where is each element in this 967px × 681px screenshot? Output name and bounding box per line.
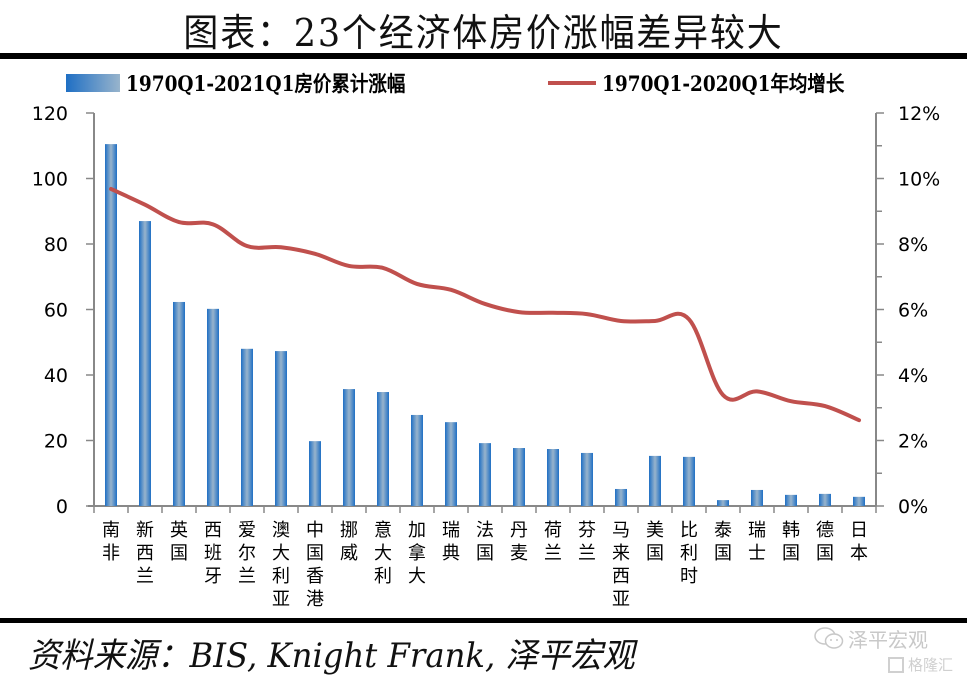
category-label: 法国 [476,520,494,564]
chart-title: 图表：23个经济体房价涨幅差异较大 [183,11,784,55]
left-tick-label: 40 [44,365,68,387]
bar [819,493,831,506]
legend-line-swatch [548,81,596,85]
category-label: 芬兰 [578,520,596,564]
right-tick-label: 6% [898,300,928,322]
right-tick-label: 10% [898,169,940,191]
bar [853,496,865,506]
bar [343,389,355,506]
left-tick-label: 20 [44,431,68,453]
category-label: 荷兰 [544,520,562,564]
category-label: 英国 [170,520,188,564]
category-labels: 南非新西兰英国西班牙爱尔兰澳大利亚中国香港挪威意大利加拿大瑞典法国丹麦荷兰芬兰马… [102,520,868,610]
source-note: 资料来源：BIS, Knight Frank, 泽平宏观 [28,636,635,676]
watermark: 泽平宏观 格隆汇 [808,622,967,680]
bar [173,301,185,506]
category-label: 马来西亚 [612,520,630,610]
bar [649,455,661,506]
bar [445,422,457,506]
bar [547,449,559,506]
bottom-divider [0,618,967,623]
top-divider [0,53,967,59]
bar [377,392,389,506]
category-label: 澳大利亚 [272,520,290,610]
category-label: 比利时 [680,520,698,587]
category-label: 丹麦 [510,520,528,564]
bar [683,456,695,506]
wechat-icon [814,627,844,649]
category-label: 美国 [646,520,664,564]
bar [615,488,627,506]
bar [581,452,593,506]
left-tick-label: 0 [56,496,68,518]
bar [751,489,763,506]
category-label: 日本 [850,520,868,564]
category-label: 挪威 [340,520,358,564]
bar [275,351,287,506]
gelonghui-logo-icon [888,656,904,673]
legend: 1970Q1-2021Q1房价累计涨幅 1970Q1-2020Q1年均增长 [0,68,967,102]
bar [717,500,729,506]
category-label: 泰国 [714,520,732,564]
bar [105,144,117,507]
category-label: 中国香港 [306,520,324,610]
category-label: 韩国 [782,520,800,564]
bar [139,221,151,506]
legend-bar-label: 1970Q1-2021Q1房价累计涨幅 [126,71,406,96]
left-tick-label: 100 [32,169,68,191]
category-label: 南非 [102,520,120,564]
annual-growth-line [109,186,861,423]
category-label: 瑞典 [442,520,460,564]
legend-item-line: 1970Q1-2020Q1年均增长 [548,68,877,98]
legend-item-bar: 1970Q1-2021Q1房价累计涨幅 [66,68,443,98]
watermark-text: 泽平宏观 [848,628,928,652]
right-tick-label: 0% [898,496,928,518]
bar [309,441,321,506]
bar-series [105,144,865,507]
legend-bar-swatch [66,74,120,92]
right-tick-label: 8% [898,234,928,256]
line-series [109,186,861,423]
chart-plot: 0 20 40 60 80 100 120 0% 2% 4% 6% 8% 10% 12% 南非新西兰英国西… [32,103,941,610]
bar [207,308,219,506]
legend-line-label: 1970Q1-2020Q1年均增长 [602,71,845,96]
right-tick-label: 4% [898,365,928,387]
bar [411,414,423,506]
right-tick-label: 2% [898,431,928,453]
category-label: 西班牙 [204,520,222,587]
bar [241,348,253,506]
right-tick-label: 12% [898,103,940,125]
left-tick-label: 80 [44,234,68,256]
watermark-subtext: 格隆汇 [908,656,954,674]
category-label: 瑞士 [748,520,766,564]
bar [479,443,491,506]
category-label: 爱尔兰 [238,520,256,587]
bar [785,494,797,506]
bar [513,448,525,506]
left-tick-label: 60 [44,300,68,322]
category-label: 德国 [816,520,834,564]
category-label: 加拿大 [408,520,426,587]
category-label: 意大利 [374,520,392,587]
category-label: 新西兰 [136,520,154,587]
watermark-subtext-wrap: 格隆汇 [888,654,953,675]
left-tick-label: 120 [32,103,68,125]
